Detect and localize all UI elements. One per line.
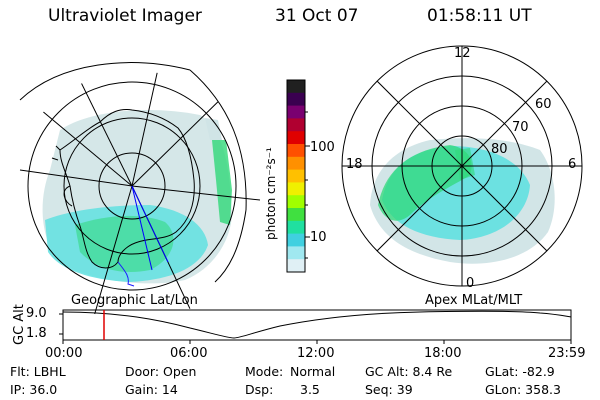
instrument-title: Ultraviolet Imager — [48, 6, 202, 26]
timeline-x-tick-1: 06:00 — [170, 346, 208, 361]
gc-altitude-curve — [62, 310, 572, 339]
colorbar-segment — [287, 246, 305, 260]
mlt-label-18: 18 — [346, 157, 363, 172]
timeline-y-tick-top: 9.0 — [26, 306, 47, 321]
ip-status: IP: 36.0 — [10, 382, 58, 397]
colorbar-unit-label: photon cm⁻²s⁻¹ — [264, 147, 278, 240]
glat-status: GLat: -82.9 — [485, 364, 555, 379]
apex-mlt-dial — [341, 45, 583, 287]
colorbar-segment — [287, 233, 305, 247]
time-label: 01:58:11 UT — [427, 6, 532, 26]
filter-status: Flt: LBHL — [10, 364, 66, 379]
colorbar — [286, 79, 310, 273]
colorbar-segment — [287, 156, 305, 171]
timeline-plot — [59, 309, 572, 344]
dsp-value: 3.5 — [300, 382, 320, 397]
colorbar-segment — [287, 144, 305, 158]
lat-label-70: 70 — [512, 120, 529, 135]
colorbar-tick-100: 100 — [310, 140, 335, 155]
mode-value: Normal — [290, 364, 336, 379]
colorbar-segment — [287, 80, 305, 94]
mlt-label-12: 12 — [454, 46, 471, 61]
lat-label-60: 60 — [535, 97, 552, 112]
colorbar-segment — [287, 105, 305, 119]
mlt-label-0: 0 — [466, 276, 475, 291]
colorbar-segment — [287, 195, 305, 209]
timeline-x-tick-2: 12:00 — [297, 346, 335, 361]
colorbar-tick-10: 10 — [310, 230, 327, 245]
timeline-x-tick-4: 23:59 — [548, 346, 586, 361]
colorbar-segment — [287, 208, 305, 222]
gc-alt-status: GC Alt: 8.4 Re — [365, 364, 453, 379]
gain-status: Gain: 14 — [125, 382, 178, 397]
colorbar-segment — [287, 131, 305, 145]
lat-label-80: 80 — [491, 142, 508, 157]
colorbar-segment — [287, 169, 305, 183]
glon-status: GLon: 358.3 — [485, 382, 561, 397]
timeline-x-tick-0: 00:00 — [45, 346, 83, 361]
left-map-caption: Geographic Lat/Lon — [71, 293, 198, 308]
timeline-y-tick-bottom: 1.8 — [26, 326, 47, 341]
dsp-label: Dsp: — [245, 382, 274, 397]
colorbar-segment — [287, 220, 305, 235]
timeline-x-tick-3: 18:00 — [424, 346, 462, 361]
colorbar-segment — [287, 118, 305, 132]
colorbar-segment — [287, 182, 305, 196]
door-status: Door: Open — [125, 364, 197, 379]
timeline-y-label: GC Alt — [12, 304, 27, 345]
colorbar-segment — [287, 92, 305, 107]
date-label: 31 Oct 07 — [275, 6, 359, 26]
right-graticule — [342, 46, 582, 286]
left-meridian-blue — [131, 185, 169, 271]
geographic-map — [11, 62, 261, 321]
mlt-label-6: 6 — [568, 157, 577, 172]
mode-label: Mode: — [245, 364, 284, 379]
right-map-caption: Apex MLat/MLT — [425, 293, 523, 308]
peninsula-coast — [117, 261, 135, 287]
seq-status: Seq: 39 — [365, 382, 413, 397]
colorbar-segment — [287, 259, 305, 273]
